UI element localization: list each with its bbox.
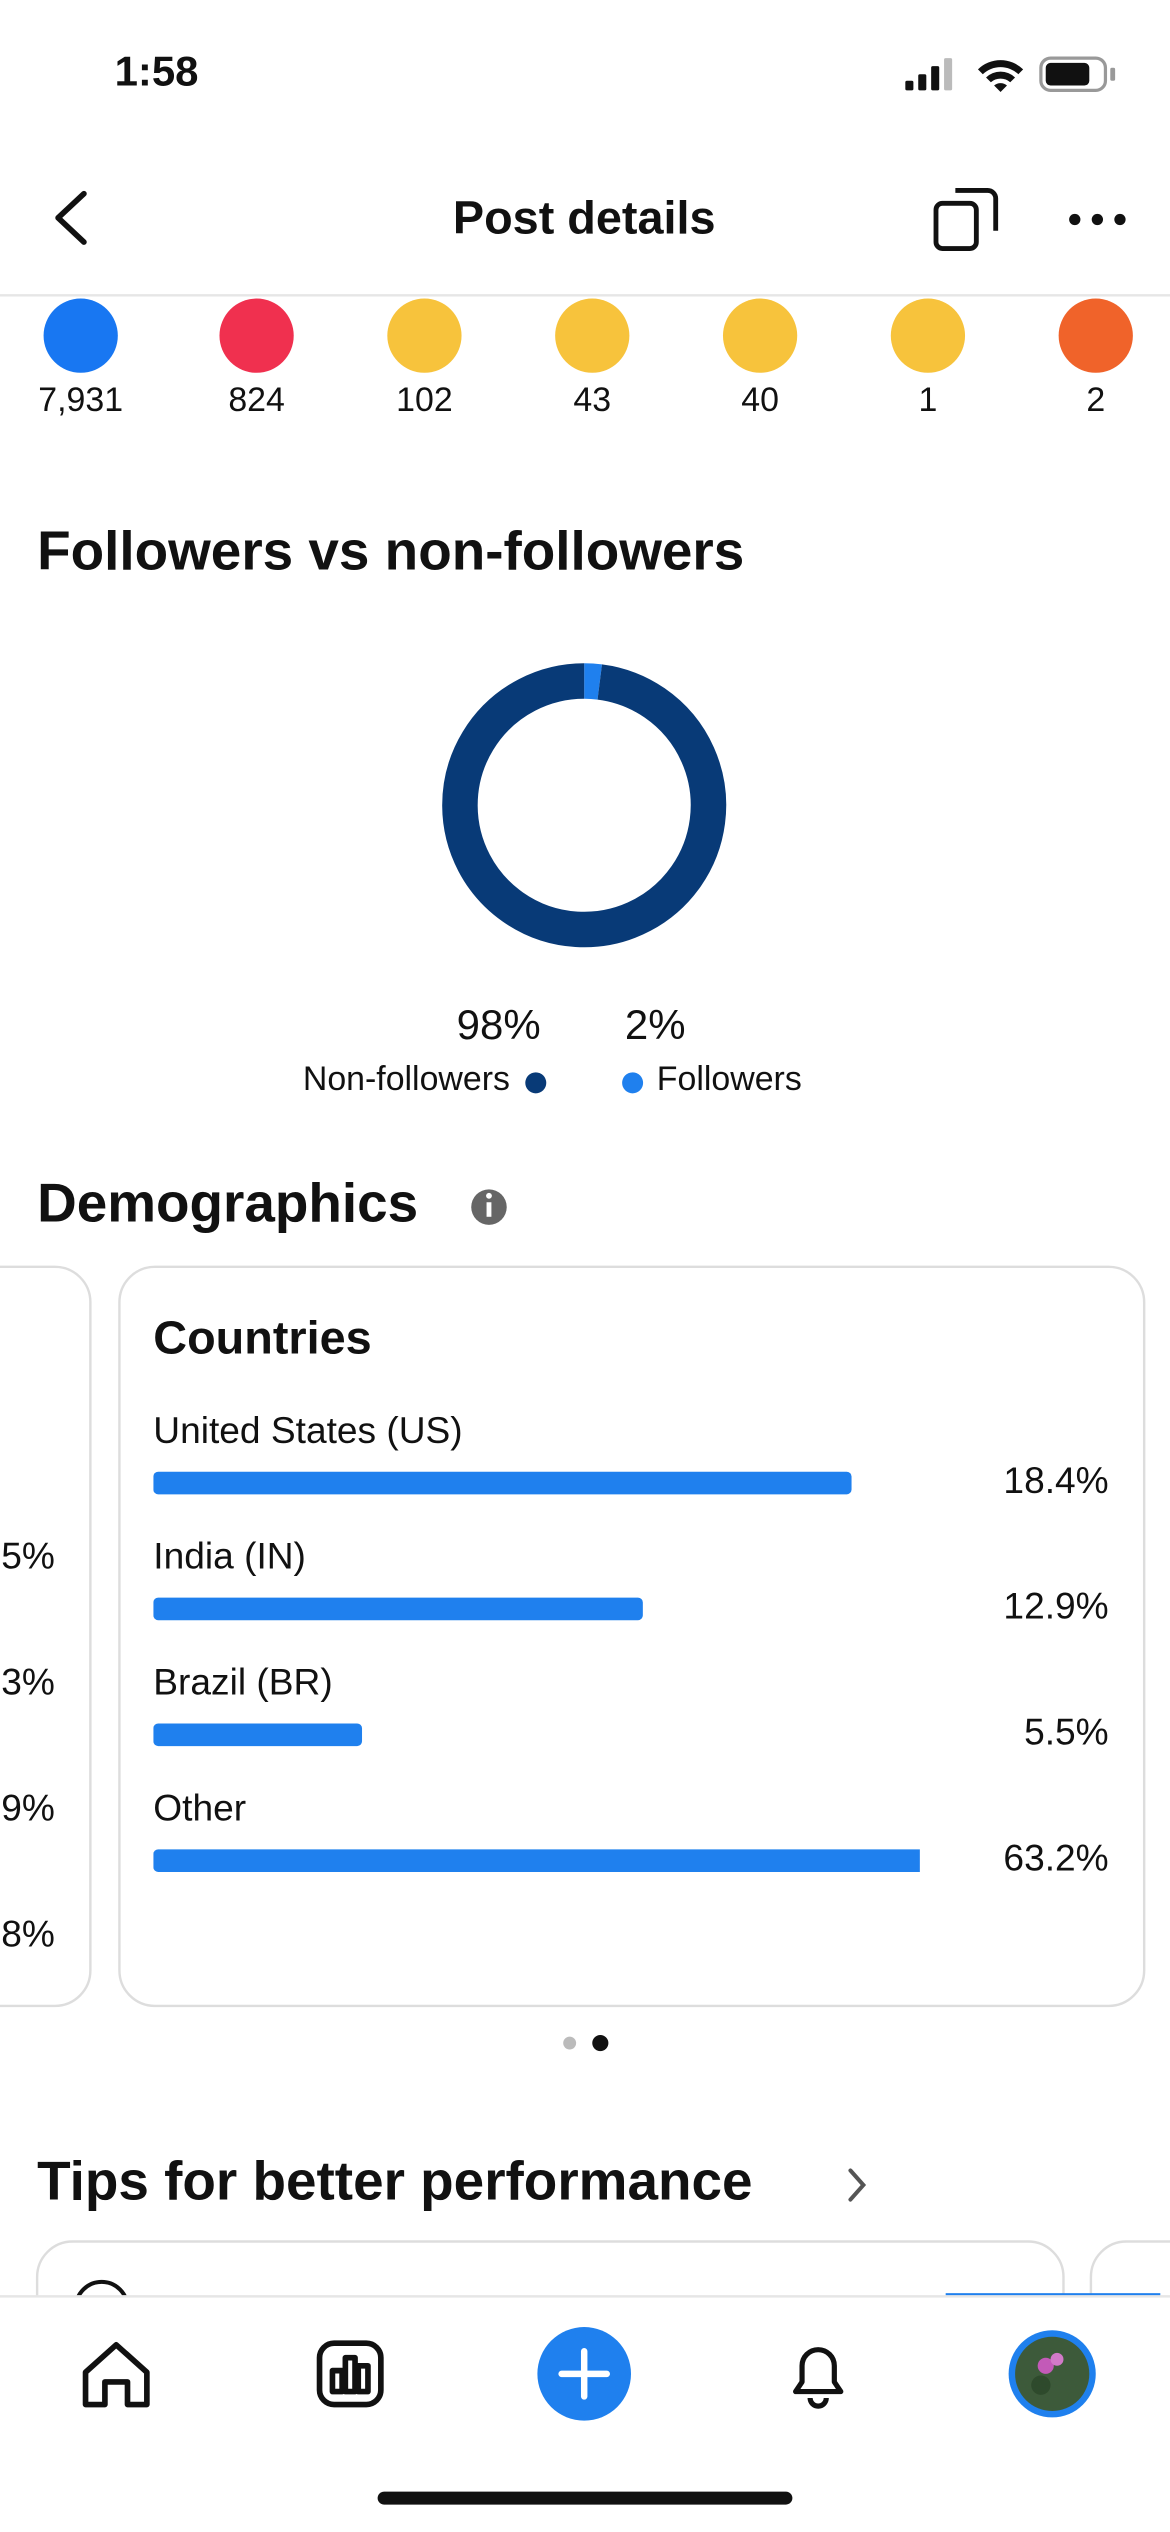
reaction-icon [555,298,630,373]
bar-value-label: 18.4% [1003,1459,1108,1501]
partial-card-label: 9% [1,1786,55,1828]
tips-chevron[interactable] [848,2168,867,2202]
reaction-count: 43 [573,381,611,419]
page-dot-active [592,2034,609,2052]
demographics-card[interactable] [0,1265,92,2008]
bar [153,1723,363,1747]
nav-insights[interactable] [316,2340,384,2408]
partial-card-label: 8% [1,1912,55,1954]
info-icon[interactable] [471,1189,507,1225]
nav-notifications[interactable] [793,2347,844,2409]
reaction-count: 1 [919,381,938,419]
reaction-count: 40 [741,381,779,419]
bar-category-label: United States (US) [153,1409,462,1451]
status-icons [905,56,1116,92]
copy-button[interactable] [933,188,999,251]
bar [153,1597,643,1621]
section-title: Demographics [37,1172,418,1234]
reaction-icon [890,298,966,373]
bar-value-label: 63.2% [1003,1836,1108,1878]
card-title: Countries [153,1311,371,1363]
bar [153,1471,852,1495]
nav-home[interactable] [82,2341,150,2408]
nav-profile[interactable] [1008,2330,1096,2418]
donut-segment [583,663,602,700]
reaction-count: 7,931 [38,381,123,419]
header-title: Post details [453,191,716,243]
bar-category-label: India (IN) [153,1535,306,1577]
legend-label: Followers [657,1060,802,1098]
legend-dot [525,1072,547,1094]
partial-card-label: 3% [1,1661,55,1703]
reaction-icon [1058,298,1133,373]
bar-value-label: 5.5% [1024,1711,1109,1753]
donut-value-label: 98% [457,1001,541,1048]
bar-category-label: Brazil (BR) [153,1661,332,1703]
reaction-icon [722,298,798,373]
reaction-count: 824 [228,381,285,419]
demographics-card[interactable] [118,1265,1146,2008]
section-title: Followers vs non-followers [37,520,744,582]
bar [153,1849,920,1872]
page-dot [563,2036,577,2050]
legend-dot [622,1072,644,1094]
donut-segment [442,663,727,948]
donut-value-label: 2% [625,1001,686,1048]
reaction-icon [387,298,462,373]
legend-label: Non-followers [303,1060,510,1098]
reaction-count: 102 [396,381,453,419]
reaction-icon [219,298,294,373]
section-title: Tips for better performance [37,2150,752,2212]
reaction-icon [43,298,118,373]
back-button[interactable] [55,190,87,245]
more-button[interactable] [1069,213,1126,226]
partial-card-label: 5% [1,1535,55,1577]
status-time: 1:58 [115,47,199,94]
reaction-count: 2 [1086,381,1105,419]
bar-value-label: 12.9% [1003,1585,1108,1627]
nav-create[interactable] [537,2327,631,2421]
bar-category-label: Other [153,1786,246,1828]
home-indicator [377,2491,793,2505]
